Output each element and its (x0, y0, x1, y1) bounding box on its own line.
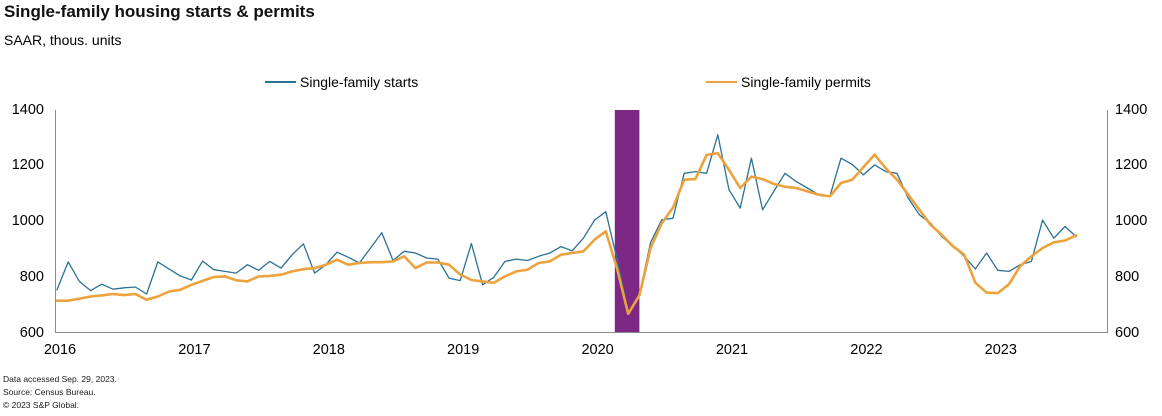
chart-title: Single-family housing starts & permits (4, 2, 315, 21)
x-axis-tick: 2017 (178, 342, 211, 358)
y-axis-tick-right: 1400 (1115, 101, 1148, 118)
legend-item-permits: Single-family permits (706, 74, 871, 90)
x-axis-tick: 2018 (312, 342, 345, 358)
recession-band (614, 110, 640, 333)
chart-subtitle: SAAR, thous. units (4, 32, 122, 48)
y-axis-tick-right: 600 (1115, 324, 1140, 341)
footer-copyright: © 2023 S&P Global. (3, 400, 80, 410)
x-axis-tick: 2022 (850, 342, 883, 358)
starts-line-swatch-icon (265, 81, 296, 83)
legend-label-permits: Single-family permits (741, 74, 871, 90)
y-axis-tick-right: 1000 (1115, 213, 1148, 229)
x-axis-tick: 2016 (43, 342, 77, 358)
legend-item-starts: Single-family starts (265, 74, 418, 90)
permits-line-swatch-icon (706, 80, 737, 84)
x-axis-tick: 2023 (984, 342, 1017, 358)
axes (55, 110, 1108, 333)
y-axis-tick-left: 1000 (11, 213, 44, 229)
x-axis-tick: 2019 (447, 342, 480, 358)
plot-area (55, 110, 1108, 333)
footer-data-accessed: Data accessed Sep. 29, 2023. (3, 374, 117, 384)
footer-source: Source: Census Bureau. (3, 387, 96, 397)
starts-line (56, 134, 1077, 314)
y-axis-tick-right: 1200 (1115, 157, 1148, 174)
y-axis-tick-left: 1400 (11, 101, 44, 118)
y-axis-tick-left: 600 (19, 324, 44, 341)
x-axis-tick: 2021 (715, 342, 749, 358)
y-axis-tick-right: 800 (1115, 268, 1140, 285)
legend-label-starts: Single-family starts (300, 74, 419, 90)
y-axis-tick-left: 1200 (11, 157, 44, 174)
y-axis-tick-left: 800 (19, 268, 44, 285)
permits-line (55, 151, 1078, 316)
x-axis-tick: 2020 (581, 342, 614, 358)
